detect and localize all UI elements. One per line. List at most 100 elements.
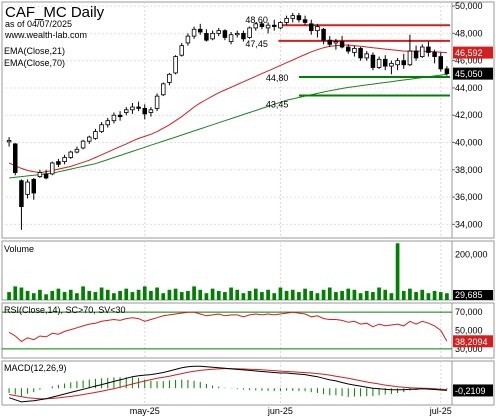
level-label: 47,45 (245, 39, 268, 49)
volume-bar (346, 288, 351, 300)
volume-bar (99, 287, 104, 300)
y-tick-label: 44,000 (455, 83, 483, 93)
candle (167, 73, 172, 83)
volume-bar (149, 290, 153, 300)
candle (308, 23, 314, 32)
volume-bar (445, 293, 449, 300)
last-close-badge: 45,050 (455, 69, 483, 79)
volume-bar (352, 289, 357, 300)
volume-bar (155, 287, 159, 300)
volume-bar (395, 243, 400, 300)
candle (413, 50, 419, 59)
candle (74, 148, 80, 153)
volume-bar (87, 290, 92, 300)
pane-macd (1, 360, 495, 406)
volume-bar (315, 293, 320, 300)
volume-bar (167, 289, 172, 300)
candle (154, 95, 160, 109)
rsi-y-tick: 30,000 (455, 344, 483, 354)
y-tick-label: 42,000 (455, 110, 483, 120)
volume-bar (179, 292, 184, 300)
candle (241, 32, 246, 40)
volume-bar (340, 290, 344, 300)
x-tick-label: jun-25 (267, 406, 293, 416)
legend-ema70: EMA(Close,70) (4, 58, 65, 68)
candle (382, 58, 388, 67)
candle (389, 62, 394, 67)
last-close-badge-bg (453, 67, 493, 80)
candle (87, 136, 92, 142)
volume-bar (161, 293, 166, 300)
y-tick-label: 46,000 (455, 56, 483, 66)
candle (136, 106, 141, 109)
candle (99, 124, 104, 132)
volume-bar (130, 292, 135, 300)
candle (352, 47, 357, 53)
candle (43, 173, 49, 179)
candle (426, 46, 431, 53)
volume-bar (105, 289, 110, 300)
volume-bar (62, 292, 67, 300)
volume-bar (303, 288, 307, 300)
candle (185, 35, 191, 44)
candle (191, 28, 197, 37)
rsi-layer (2, 311, 452, 350)
candle (315, 26, 320, 32)
volume-bar (44, 294, 48, 300)
candle (432, 52, 437, 57)
y-tick-label: 40,000 (455, 138, 483, 148)
macd-line (8, 365, 447, 403)
candle (12, 143, 18, 173)
volume-bar (216, 290, 221, 300)
candle (395, 60, 400, 66)
candle (271, 24, 277, 27)
candle (265, 24, 271, 29)
rsi-last-badge: 38,2094 (455, 337, 488, 347)
candle (19, 180, 24, 208)
volume-bar (438, 292, 443, 300)
candle (197, 28, 203, 33)
rsi-y-tick: 70,000 (455, 307, 483, 317)
candle (142, 108, 147, 115)
volume-bar (112, 293, 116, 300)
candle (370, 54, 376, 68)
volume-bar (247, 290, 252, 300)
volume-bar (124, 288, 129, 300)
volume-bar (50, 290, 55, 300)
candle (80, 140, 86, 149)
candle (278, 22, 283, 29)
ema70-line (9, 73, 447, 179)
volume-bar (192, 286, 196, 300)
volume-bar (186, 290, 190, 300)
volume-bar (383, 289, 388, 300)
axis-layer: may-25 jun-25 jul-25 50,000 48,000 46,000 44,0… (130, 1, 493, 416)
volume-bar (377, 287, 381, 300)
as-of-date: as of 04/07/2025 (5, 19, 72, 29)
candle (321, 28, 326, 41)
candle (444, 68, 450, 75)
chart-title: CAF_MC Daily (5, 4, 105, 21)
volume-bar (235, 289, 240, 300)
volume-bar (327, 287, 332, 300)
y-tick-label: 50,000 (455, 1, 483, 11)
candle (438, 56, 443, 70)
candle (210, 32, 215, 40)
candle (296, 15, 302, 21)
y-tick-label: 48,000 (455, 28, 483, 38)
volume-bar (371, 292, 375, 300)
volume-bar (297, 292, 301, 300)
candle (6, 140, 12, 143)
volume-bar (414, 292, 418, 300)
candle (401, 60, 406, 66)
volume-bar (401, 290, 406, 300)
volume-bar (19, 287, 24, 300)
volume-last-badge-bg (453, 290, 493, 300)
candle (290, 15, 295, 19)
volume-bar (56, 288, 61, 300)
candle (105, 120, 111, 126)
candle (284, 17, 289, 23)
volume-bar (321, 289, 326, 300)
volume-bar (210, 288, 215, 300)
rsi-last-badge-bg (453, 335, 493, 348)
